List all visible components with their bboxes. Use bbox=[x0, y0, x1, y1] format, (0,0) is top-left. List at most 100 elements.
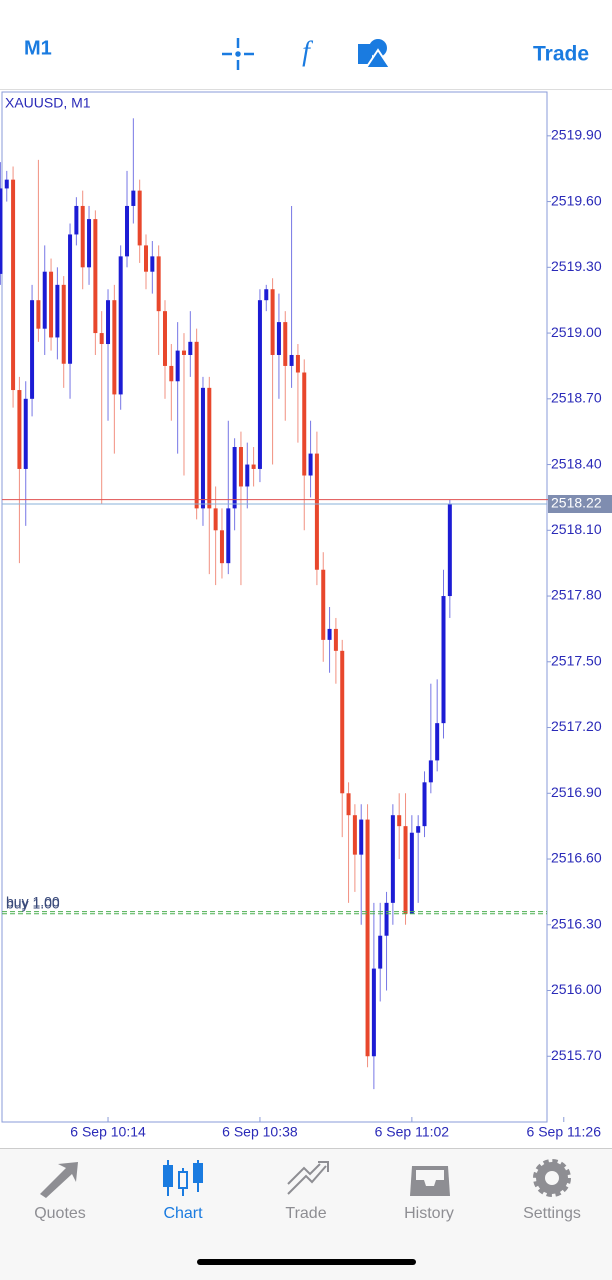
candle-body bbox=[422, 782, 427, 827]
indicators-button[interactable]: f bbox=[302, 36, 313, 67]
candle-body bbox=[131, 190, 136, 206]
candle-body bbox=[87, 219, 92, 268]
candle-body bbox=[68, 234, 73, 364]
y-tick-label: 2517.20 bbox=[551, 718, 602, 734]
candle-body bbox=[238, 447, 243, 487]
y-tick-label: 2519.00 bbox=[551, 324, 602, 340]
order-label: buy 1.00 bbox=[6, 893, 60, 909]
candle-body bbox=[49, 271, 54, 338]
y-tick-label: 2515.70 bbox=[551, 1047, 602, 1063]
candle-body bbox=[144, 245, 149, 272]
candle-body bbox=[289, 354, 294, 366]
candle-body bbox=[219, 530, 224, 564]
candle-body bbox=[365, 819, 370, 1057]
candle-body bbox=[314, 453, 319, 570]
candle-body bbox=[270, 289, 275, 355]
candle-body bbox=[125, 205, 130, 257]
candle-body bbox=[80, 205, 85, 268]
y-tick-label: 2516.90 bbox=[551, 784, 602, 800]
candle-body bbox=[162, 311, 167, 366]
candle-body bbox=[327, 628, 332, 640]
candle-body bbox=[200, 387, 205, 509]
y-tick-label: 2518.70 bbox=[551, 390, 602, 406]
tab-label[interactable]: Settings bbox=[523, 1205, 581, 1222]
candle-body bbox=[302, 372, 307, 476]
candle-body bbox=[283, 322, 288, 366]
y-tick-label: 2516.00 bbox=[551, 981, 602, 997]
candle-body bbox=[93, 219, 98, 334]
candle-body bbox=[352, 815, 357, 855]
candle-body bbox=[232, 447, 237, 509]
y-tick-label: 2517.80 bbox=[551, 587, 602, 603]
candle-body bbox=[207, 387, 212, 509]
x-tick-label: 6 Sep 10:14 bbox=[70, 1124, 146, 1140]
y-tick-label: 2519.90 bbox=[551, 127, 602, 143]
history-icon bbox=[410, 1166, 450, 1196]
tab-label[interactable]: Trade bbox=[285, 1205, 326, 1222]
chart-icon bbox=[163, 1160, 203, 1196]
candle-body bbox=[257, 300, 262, 469]
candle-body bbox=[340, 650, 345, 794]
candle-body bbox=[333, 628, 338, 651]
bid-label: 2518.22 bbox=[551, 495, 602, 511]
trade-button[interactable]: Trade bbox=[533, 43, 589, 66]
candle-body bbox=[226, 508, 231, 564]
y-tick-label: 2517.50 bbox=[551, 652, 602, 668]
candle-body bbox=[441, 596, 446, 724]
candle-body bbox=[0, 188, 3, 274]
y-tick-label: 2516.30 bbox=[551, 915, 602, 931]
candle-body bbox=[321, 569, 326, 640]
candle-body bbox=[397, 815, 402, 827]
candle-body bbox=[169, 365, 174, 382]
candle-body bbox=[150, 256, 155, 272]
trade-icon bbox=[287, 1161, 329, 1195]
candle-body bbox=[137, 190, 142, 246]
candle-body bbox=[346, 793, 351, 816]
tab-labels: Quotes Chart Trade History Settings bbox=[34, 1205, 581, 1222]
candle-body bbox=[156, 256, 161, 312]
candle-body bbox=[181, 350, 186, 355]
candle-body bbox=[276, 322, 281, 355]
candle-body bbox=[390, 815, 395, 903]
candle-body bbox=[61, 284, 66, 364]
candle-body bbox=[194, 341, 199, 509]
candle-body bbox=[245, 464, 250, 487]
candle-body bbox=[378, 935, 383, 969]
y-tick-label: 2518.10 bbox=[551, 521, 602, 537]
y-tick-label: 2516.60 bbox=[551, 850, 602, 866]
candle-body bbox=[428, 760, 433, 783]
candle-body bbox=[55, 284, 60, 338]
candle-body bbox=[213, 508, 218, 531]
candle-body bbox=[371, 968, 376, 1057]
crosshair-button[interactable] bbox=[222, 38, 254, 70]
chart-frame bbox=[1, 91, 548, 1123]
candle-body bbox=[11, 179, 16, 391]
timeframe-button[interactable]: M1 bbox=[24, 37, 52, 59]
candle-body bbox=[118, 256, 123, 395]
candle-body bbox=[74, 205, 79, 235]
home-indicator bbox=[197, 1259, 416, 1265]
candle-body bbox=[264, 289, 269, 301]
tab-label[interactable]: History bbox=[404, 1205, 454, 1222]
y-tick-label: 2519.30 bbox=[551, 258, 602, 274]
candle-body bbox=[308, 453, 313, 476]
x-tick-label: 6 Sep 11:02 bbox=[375, 1124, 450, 1140]
candle-body bbox=[435, 723, 440, 761]
candle-body bbox=[23, 398, 28, 469]
y-tick-label: 2518.40 bbox=[551, 455, 602, 471]
objects-button[interactable] bbox=[358, 39, 392, 69]
tab-label[interactable]: Quotes bbox=[34, 1205, 86, 1222]
candle-body bbox=[175, 350, 180, 382]
candle-body bbox=[251, 464, 256, 469]
candle-body bbox=[30, 300, 35, 399]
candle-body bbox=[17, 390, 22, 469]
tab-label[interactable]: Chart bbox=[163, 1205, 203, 1222]
candle-body bbox=[99, 333, 104, 345]
candle-body bbox=[295, 354, 300, 373]
candle-body bbox=[42, 271, 47, 329]
candle-body bbox=[409, 832, 414, 914]
x-tick-label: 6 Sep 11:26 bbox=[527, 1124, 602, 1140]
candle-body bbox=[416, 826, 421, 833]
